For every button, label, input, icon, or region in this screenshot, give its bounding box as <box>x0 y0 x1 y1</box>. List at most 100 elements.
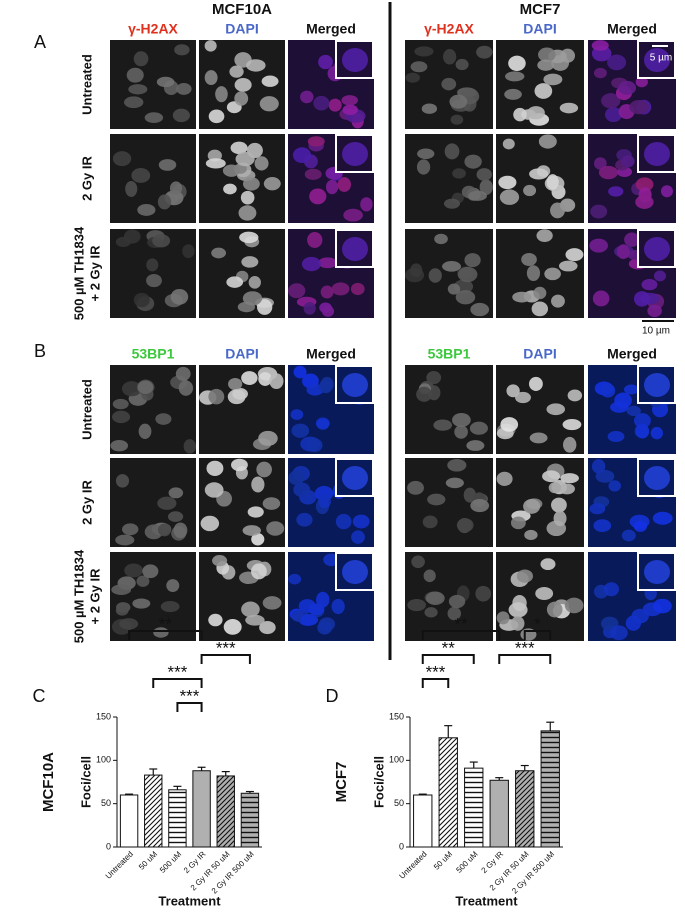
nucleus <box>144 112 164 123</box>
micrograph <box>405 365 493 454</box>
bar <box>464 767 484 848</box>
nucleus <box>496 611 510 625</box>
nucleus <box>434 233 448 245</box>
nucleus <box>416 386 432 402</box>
bar <box>438 737 458 848</box>
nucleus <box>343 208 363 222</box>
significance-label: * <box>534 614 541 633</box>
nucleus <box>137 204 156 216</box>
nucleus <box>407 598 426 612</box>
y-tick-label: 50 <box>394 798 404 808</box>
nucleus <box>629 99 649 115</box>
nucleus <box>505 71 525 82</box>
row-label: 500 µM TH1834 <box>71 226 86 320</box>
nucleus <box>550 202 565 219</box>
nucleus <box>205 158 226 169</box>
nucleus <box>512 291 532 303</box>
nucleus <box>516 569 533 583</box>
nucleus <box>208 109 225 124</box>
nucleus <box>266 521 285 536</box>
nucleus <box>504 88 522 100</box>
nucleus <box>251 476 265 493</box>
error-bar <box>173 785 182 790</box>
column-header: Merged <box>306 346 356 362</box>
x-tick-label: 2 Gy IR 500 uM <box>210 849 256 895</box>
nucleus <box>592 290 610 307</box>
nucleus <box>259 96 279 112</box>
nucleus <box>479 179 493 195</box>
y-tick-label: 50 <box>101 798 111 808</box>
error-bar <box>469 761 478 769</box>
nucleus <box>660 185 673 198</box>
nucleus <box>417 148 435 160</box>
nucleus <box>112 398 129 410</box>
nucleus <box>513 107 527 122</box>
nucleus <box>223 619 242 635</box>
nucleus <box>269 373 284 390</box>
nucleus <box>442 261 461 272</box>
nucleus <box>423 569 436 583</box>
significance-bracket <box>421 678 450 688</box>
nucleus <box>593 519 612 533</box>
column-header: DAPI <box>225 346 258 362</box>
inset-nucleus <box>644 560 670 584</box>
nucleus <box>208 388 225 405</box>
nucleus <box>553 510 567 527</box>
nucleus <box>262 596 282 610</box>
error-bar <box>245 790 254 794</box>
nucleus <box>178 380 194 396</box>
row-label: + 2 Gy IR <box>87 245 102 302</box>
nucleus <box>444 143 460 160</box>
nucleus <box>215 86 228 103</box>
nucleus <box>608 480 622 492</box>
nucleus <box>335 513 352 530</box>
nucleus <box>131 168 151 183</box>
nucleus <box>246 59 266 72</box>
nucleus <box>242 525 261 536</box>
nucleus <box>635 195 654 209</box>
nucleus <box>590 204 608 219</box>
nucleus <box>228 378 243 391</box>
nucleus <box>411 555 425 569</box>
scale-bar-label: 5 µm <box>650 53 672 64</box>
nucleus <box>132 598 151 609</box>
nucleus <box>542 470 561 483</box>
error-bar <box>444 725 453 738</box>
nucleus <box>242 291 263 306</box>
nucleus <box>122 523 139 536</box>
y-axis-label: Foci/cell <box>371 756 386 808</box>
panel-label: C <box>33 686 46 706</box>
inset-nucleus <box>342 560 368 584</box>
nucleus <box>534 83 553 99</box>
nucleus <box>551 497 567 513</box>
nucleus <box>234 77 252 92</box>
nucleus <box>352 514 370 529</box>
error-bar <box>520 764 529 771</box>
nucleus <box>603 582 620 597</box>
nucleus <box>515 391 531 404</box>
bar <box>192 770 211 848</box>
nucleus <box>226 276 244 288</box>
nucleus <box>155 413 172 425</box>
nucleus <box>635 76 648 88</box>
side-label: MCF7 <box>333 762 350 803</box>
nucleus <box>448 594 466 609</box>
nucleus <box>172 108 190 123</box>
nucleus <box>306 438 323 453</box>
nucleus <box>634 413 651 429</box>
nucleus <box>447 283 461 295</box>
nucleus <box>560 473 579 484</box>
nucleus <box>427 493 446 506</box>
inset-nucleus <box>644 237 670 261</box>
nucleus <box>607 54 627 71</box>
nucleus <box>296 512 313 527</box>
y-tick-label: 150 <box>96 711 111 721</box>
nucleus <box>424 607 438 618</box>
nucleus <box>445 477 464 489</box>
nucleus <box>303 302 316 315</box>
nucleus <box>447 458 467 472</box>
nucleus <box>124 563 143 578</box>
nucleus <box>456 518 474 533</box>
nucleus <box>128 84 148 95</box>
